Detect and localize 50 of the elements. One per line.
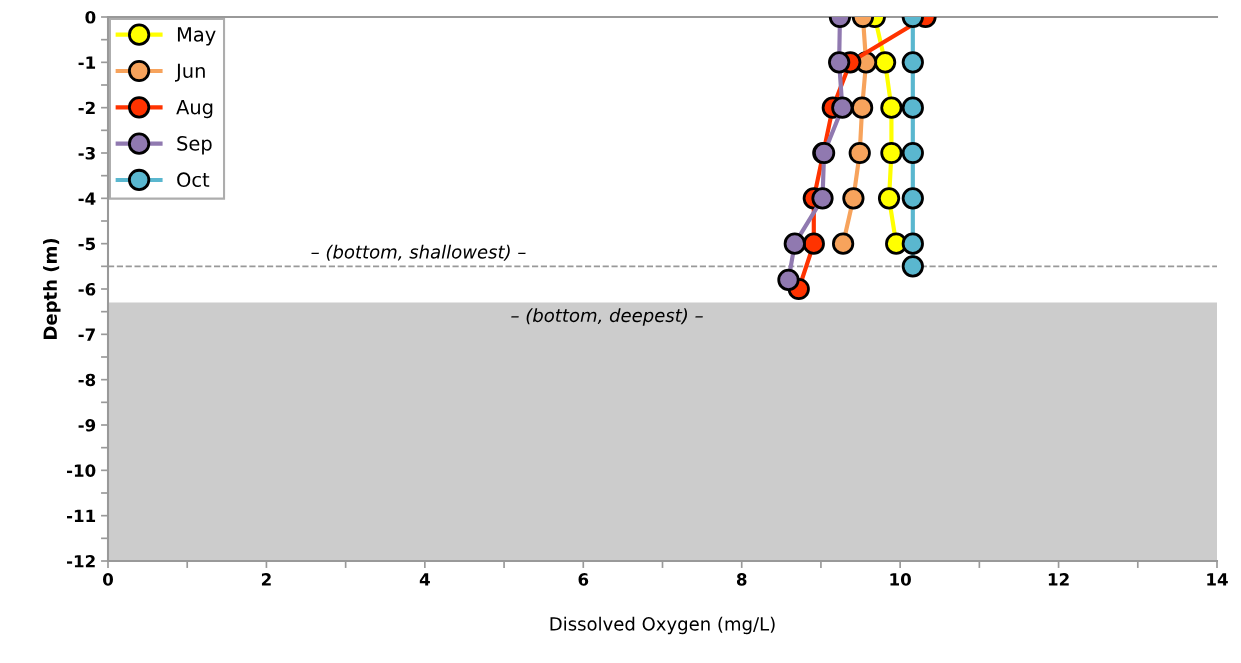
point	[901, 187, 924, 210]
y-tick-label: -3	[78, 146, 95, 160]
legend-label: Aug	[176, 99, 213, 119]
y-tick-label: -8	[78, 373, 96, 387]
point	[880, 96, 903, 119]
x-axis-title: Dissolved Oxygen (mg/L)	[550, 616, 775, 635]
band-label: – (bottom, deepest) –	[511, 308, 703, 326]
point	[901, 255, 924, 278]
x-tick-label: 4	[419, 573, 430, 586]
point	[901, 141, 924, 165]
legend-label: Sep	[177, 136, 212, 155]
point	[842, 187, 865, 210]
x-tick-label: 6	[578, 573, 589, 586]
y-tick-label: -11	[66, 509, 96, 522]
legend-label: May	[177, 27, 216, 46]
x-tick-label: 2	[261, 573, 271, 586]
point	[901, 51, 924, 74]
x-tick-label: 0	[103, 573, 113, 586]
x-tick-label: 8	[736, 573, 747, 586]
point	[851, 96, 874, 119]
point	[873, 51, 897, 74]
point	[783, 232, 806, 255]
y-tick-label: -9	[78, 418, 96, 432]
point	[901, 96, 924, 119]
point	[831, 96, 854, 119]
point	[880, 141, 903, 165]
y-tick-label: -6	[78, 282, 96, 296]
x-tick-label: 14	[1207, 573, 1228, 586]
point	[777, 268, 800, 292]
y-tick-label: 0	[85, 10, 96, 24]
point	[877, 187, 901, 210]
point	[828, 51, 851, 74]
ref-line-label: – (bottom, shallowest) –	[311, 244, 526, 261]
y-tick-label: -5	[78, 237, 96, 251]
point	[811, 187, 834, 210]
y-tick-label: -2	[78, 101, 95, 114]
point	[848, 141, 871, 165]
legend-label: Jun	[175, 63, 205, 82]
y-tick-label: -4	[78, 192, 96, 205]
y-tick-label: -12	[66, 554, 95, 568]
y-tick-label: -1	[78, 56, 96, 69]
y-tick-label: -7	[78, 328, 95, 341]
y-tick-label: -10	[66, 464, 96, 477]
x-tick-label: 12	[1048, 573, 1069, 586]
point	[802, 232, 825, 255]
y-axis-title: Depth (m)	[43, 238, 61, 339]
x-tick-label: 10	[890, 573, 911, 586]
legend-label: Oct	[177, 172, 210, 188]
point	[901, 232, 924, 255]
point	[832, 232, 855, 255]
